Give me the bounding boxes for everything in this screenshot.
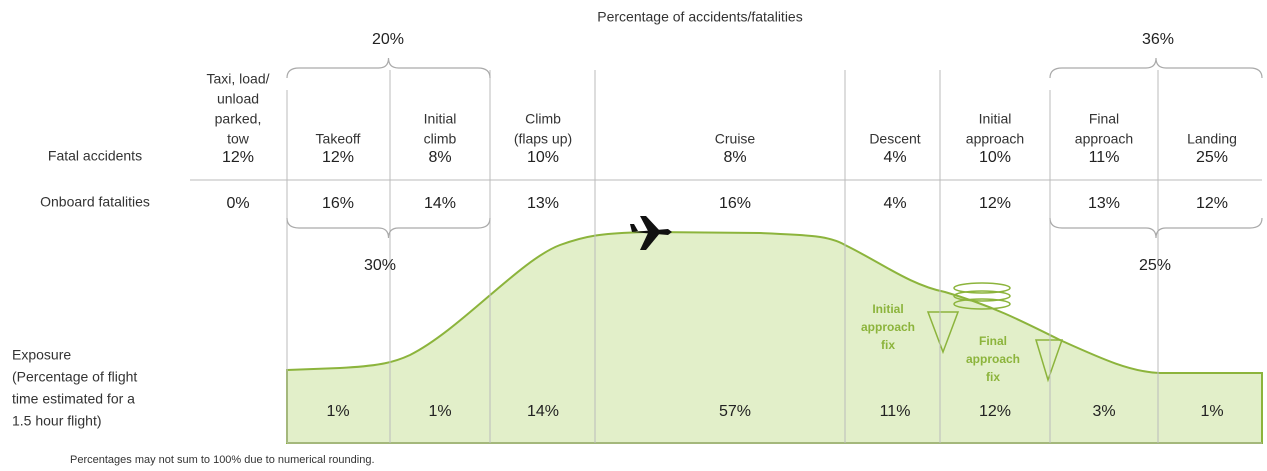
onboard-fatalities: 12%	[1196, 195, 1228, 212]
phase-name: tow	[227, 131, 250, 147]
phase-name: Takeoff	[316, 131, 361, 147]
row-label: Fatal accidents	[48, 148, 142, 164]
exposure: 57%	[719, 403, 751, 420]
exposure: 3%	[1092, 403, 1115, 420]
onboard-fatalities: 16%	[322, 195, 354, 212]
phase-name: Initial	[979, 111, 1012, 127]
footnote: Percentages may not sum to 100% due to n…	[70, 454, 375, 466]
phase-name: approach	[1075, 131, 1133, 147]
row-label: 1.5 hour flight)	[12, 413, 102, 429]
exposure: 1%	[326, 403, 349, 420]
group-label: 25%	[1139, 257, 1171, 274]
row-label: Onboard fatalities	[40, 194, 150, 210]
group-label: 20%	[372, 31, 404, 48]
fatal-accidents: 10%	[979, 149, 1011, 166]
phase-name: Taxi, load/	[206, 71, 269, 87]
brace	[1049, 57, 1263, 79]
fatal-accidents: 12%	[222, 149, 254, 166]
phase-name: unload	[217, 91, 259, 107]
layout: Percentage of accidents/fatalities Fatal …	[12, 9, 1263, 466]
exposure: 1%	[428, 403, 451, 420]
annotation: Final	[979, 334, 1007, 348]
onboard-fatalities: 14%	[424, 195, 456, 212]
fatal-accidents: 8%	[428, 149, 451, 166]
phase-name: Initial	[424, 111, 457, 127]
onboard-fatalities: 4%	[883, 195, 906, 212]
plane-icon	[630, 216, 672, 250]
phase-name: parked,	[215, 111, 262, 127]
group-label: 30%	[364, 257, 396, 274]
fatal-accidents: 11%	[1089, 149, 1120, 166]
title: Percentage of accidents/fatalities	[597, 9, 802, 25]
onboard-fatalities: 0%	[226, 195, 249, 212]
phase-name: climb	[424, 131, 457, 147]
phase-name: Descent	[869, 131, 920, 147]
exposure: 1%	[1200, 403, 1223, 420]
holding-pattern	[926, 282, 1064, 383]
exposure: 12%	[979, 403, 1011, 420]
onboard-fatalities: 13%	[527, 195, 559, 212]
annotation: approach	[966, 352, 1020, 366]
phase-name: Final	[1089, 111, 1119, 127]
annotation: fix	[986, 370, 1000, 384]
row-label: (Percentage of flight	[12, 369, 137, 385]
phase-name: approach	[966, 131, 1024, 147]
exposure: 11%	[880, 403, 911, 420]
annotation: approach	[861, 320, 915, 334]
onboard-fatalities: 16%	[719, 195, 751, 212]
brace	[1049, 217, 1263, 239]
annotation: Initial	[872, 302, 903, 316]
phase-name: (flaps up)	[514, 131, 572, 147]
brace	[286, 57, 491, 79]
fatal-accidents: 25%	[1196, 149, 1228, 166]
onboard-fatalities: 12%	[979, 195, 1011, 212]
row-label: Exposure	[12, 347, 71, 363]
onboard-fatalities: 13%	[1088, 195, 1120, 212]
exposure: 14%	[527, 403, 559, 420]
phase-name: Cruise	[715, 131, 756, 147]
group-label: 36%	[1142, 31, 1174, 48]
row-label: time estimated for a	[12, 391, 135, 407]
fatal-accidents: 4%	[883, 149, 906, 166]
fatal-accidents: 10%	[527, 149, 559, 166]
annotation: fix	[881, 338, 895, 352]
phase-name: Landing	[1187, 131, 1237, 147]
fatal-accidents: 12%	[322, 149, 354, 166]
brace	[286, 217, 491, 239]
phase-name: Climb	[525, 111, 561, 127]
fatal-accidents: 8%	[723, 149, 746, 166]
